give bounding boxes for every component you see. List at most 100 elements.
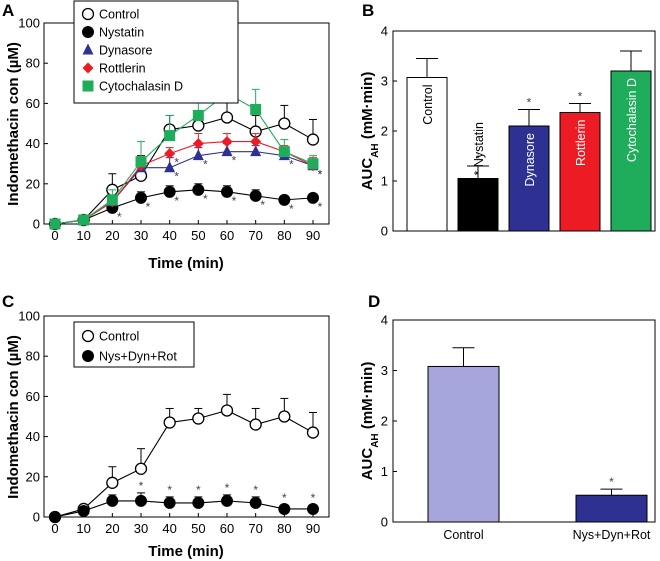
significance-marker: *: [609, 475, 614, 489]
x-tick-label: 0: [51, 228, 58, 243]
bar-rect: [559, 112, 601, 232]
y-tick-label: 40: [26, 429, 40, 444]
bar-label: Rottlerin: [574, 119, 588, 166]
x-ticks-a: 0 10 20 30 40 50 60 70 80 90: [51, 220, 320, 243]
data-point: [307, 158, 319, 170]
y-tick-label: 4: [381, 313, 388, 328]
data-point: [49, 218, 61, 230]
data-point: [163, 185, 176, 198]
y-tick-label: 4: [381, 24, 388, 39]
data-point: [192, 183, 205, 196]
significance-marker: *: [203, 158, 208, 172]
bar-rect: [508, 125, 550, 232]
panel-d: D 0 1 2 3 4 AUCAH (mM·min) Control * Nys+Dyn+R…: [359, 292, 656, 542]
significance-marker: *: [318, 168, 323, 182]
bar-label: Cytochalasin D: [625, 78, 639, 162]
y-tick-label: 100: [18, 16, 40, 31]
x-tick-label: 60: [220, 228, 234, 243]
panel-label-c: C: [2, 292, 14, 311]
data-point: [306, 133, 320, 146]
significance-marker: *: [174, 194, 179, 208]
x-tick-label: 50: [191, 228, 205, 243]
significance-marker: *: [174, 170, 179, 184]
significance-marker: *: [253, 483, 258, 497]
x-tick-label: 90: [306, 228, 320, 243]
data-point: [192, 138, 204, 150]
series-line: [54, 116, 314, 225]
significance-marker: *: [139, 479, 144, 493]
bar-nys-dyn-rot: * Nys+Dyn+Rot: [573, 475, 651, 542]
series-line: [54, 189, 314, 225]
bar-label: Control: [421, 85, 435, 125]
y-ticks-c: 0 20 40 60 80 100: [18, 309, 48, 525]
legend-marker-nys-dyn-rot: [82, 350, 94, 362]
series-group-c: * * * * * * *: [48, 393, 320, 524]
data-point: [192, 109, 204, 121]
x-tick-label: 90: [306, 521, 320, 536]
data-point: [135, 191, 147, 204]
y-tick-label: 100: [18, 309, 40, 324]
series-line: [54, 141, 314, 225]
data-point: [278, 146, 290, 158]
data-point: [250, 103, 262, 115]
y-axis-label-b-main: AUC: [359, 158, 376, 191]
x-tick-label: 70: [248, 521, 262, 536]
data-point: [249, 418, 262, 431]
y-tick-label: 20: [26, 176, 40, 191]
data-point: [135, 156, 147, 168]
panel-label-d: D: [368, 292, 380, 311]
bar-label: Dynasore: [523, 133, 537, 187]
data-point: [220, 111, 234, 124]
x-tick-label: 30: [134, 521, 148, 536]
x-tick-label: 40: [162, 521, 176, 536]
legend-label-rottlerin: Rottlerin: [99, 62, 146, 76]
y-tick-label: 20: [26, 469, 40, 484]
panel-label-b: B: [362, 1, 374, 20]
data-point: [249, 189, 262, 202]
y-axis-label-b-unit: (mM·min): [359, 72, 376, 144]
y-tick-label: 2: [381, 124, 388, 139]
data-point: [278, 410, 291, 423]
significance-marker: *: [318, 168, 323, 182]
y-axis-label-d-unit: (mM·min): [359, 362, 376, 434]
legend-label-nys-dyn-rot: Nys+Dyn+Rot: [99, 350, 177, 364]
x-tick-label: 60: [220, 521, 234, 536]
x-tick-label: 20: [105, 521, 119, 536]
x-tick-label: 70: [248, 228, 262, 243]
bar-rect: [406, 77, 448, 232]
series-nys-dyn-rot: * * * * * * *: [49, 479, 319, 523]
data-point: [250, 136, 262, 148]
legend-label-control: Control: [99, 330, 139, 344]
x-tick-label: 20: [105, 228, 119, 243]
panel-c: C 0 20 40 60 80 100 0 10 20 30 40 50 60 70 80 90 Indom…: [2, 292, 330, 560]
data-point: [221, 494, 233, 507]
data-point: [278, 502, 291, 515]
bar-label: * Nystatin: [472, 122, 486, 176]
bar-rect: [610, 70, 652, 232]
significance-marker: *: [232, 194, 237, 208]
data-point: [220, 404, 234, 417]
x-tick-label: 80: [277, 521, 291, 536]
series-control: [48, 100, 320, 231]
panel-a: A 0 20 40 60 80 100 0 10 20 30 40 50 60 70 80 90 Indom…: [2, 0, 330, 272]
data-point: [163, 496, 176, 509]
data-point: [307, 191, 319, 204]
y-ticks-d: 0 1 2 3 4: [381, 313, 397, 530]
data-point: [163, 416, 176, 429]
series-line: [54, 500, 313, 518]
data-point: [49, 511, 61, 523]
legend-label-control: Control: [99, 8, 139, 22]
y-tick-label: 1: [381, 174, 388, 189]
significance-marker: *: [260, 198, 265, 212]
bar-label: Nys+Dyn+Rot: [573, 528, 651, 542]
data-point: [78, 214, 90, 226]
x-tick-label: 40: [162, 228, 176, 243]
x-ticks-c: 0 10 20 30 40 50 60 70 80 90: [51, 513, 320, 536]
y-tick-label: 0: [381, 224, 388, 239]
y-tick-label: 60: [26, 389, 40, 404]
y-tick-label: 80: [26, 56, 40, 71]
legend-marker-rottlerin: [82, 62, 94, 74]
data-point: [221, 136, 233, 148]
significance-marker: *: [527, 96, 532, 110]
